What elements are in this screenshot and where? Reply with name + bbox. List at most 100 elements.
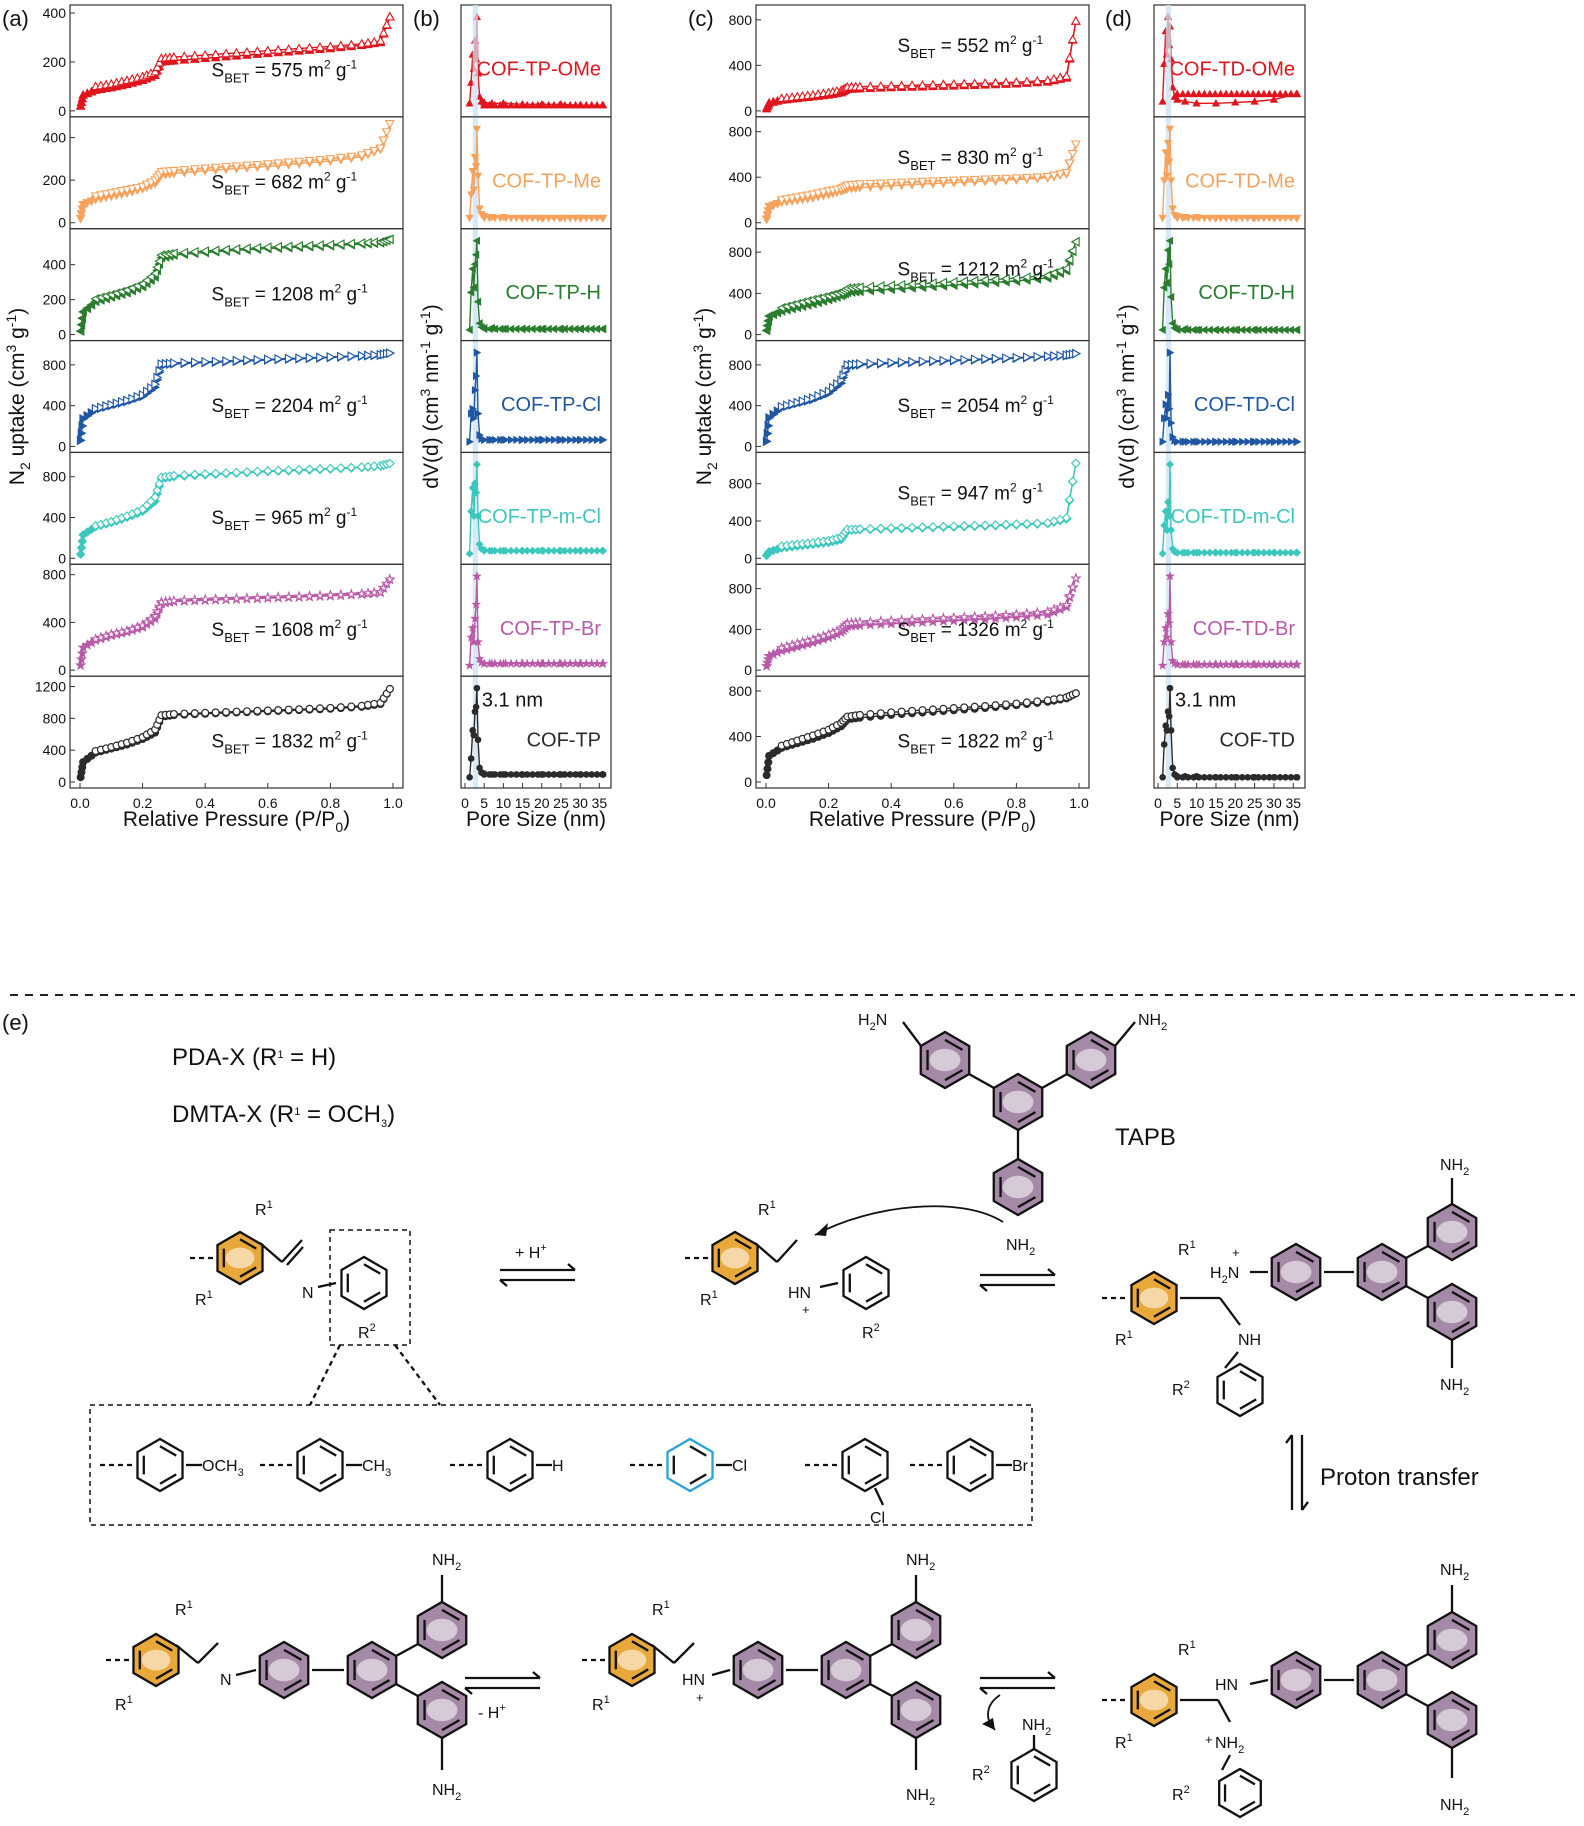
bond bbox=[651, 1644, 675, 1664]
desorption-point bbox=[262, 591, 274, 603]
ring-highlight bbox=[900, 1618, 932, 1642]
desorption-point bbox=[191, 357, 200, 368]
ring-highlight bbox=[830, 1658, 862, 1682]
text-span: BET bbox=[224, 742, 249, 757]
desorption-point bbox=[232, 707, 241, 716]
pore-distribution-point bbox=[464, 660, 475, 670]
desorption-point bbox=[222, 356, 232, 366]
pore-distribution-point bbox=[473, 348, 482, 357]
pore-distribution-point bbox=[496, 771, 504, 778]
adsorption-point bbox=[916, 616, 929, 628]
pore-distribution-point bbox=[1287, 437, 1296, 446]
tapb-label: TAPB bbox=[1115, 1124, 1176, 1151]
pore-distribution-point bbox=[599, 771, 606, 778]
pore-distribution-point bbox=[471, 385, 480, 395]
desorption-point bbox=[95, 191, 106, 201]
pore-distribution-point bbox=[1249, 548, 1258, 557]
pore-distribution-point bbox=[1160, 521, 1169, 530]
desorption-point bbox=[200, 164, 211, 174]
desorption-point bbox=[325, 239, 335, 250]
sbet-value: = 1212 bbox=[936, 260, 1000, 281]
text-span: -1 bbox=[357, 281, 368, 295]
y-tick-label: 1200 bbox=[35, 679, 66, 695]
pore-distribution-point bbox=[1271, 437, 1280, 446]
y-tick-label: 400 bbox=[43, 257, 67, 273]
x-tick-label: 1.0 bbox=[383, 795, 403, 811]
sbet-label: SBET = 552 m2 g-1 bbox=[898, 33, 1044, 61]
sbet-label: SBET = 947 m2 g-1 bbox=[898, 480, 1044, 508]
text-span: m bbox=[303, 172, 324, 193]
text-span: 2 bbox=[335, 729, 342, 743]
desorption-point bbox=[875, 80, 886, 90]
pore-distribution-point bbox=[560, 100, 569, 109]
arrow-head bbox=[815, 1223, 828, 1236]
desorption-point bbox=[116, 187, 127, 196]
y-tick-label: 800 bbox=[729, 683, 753, 699]
subplot-COF-TD-Br: COF-TD-Br bbox=[1153, 563, 1306, 677]
text-span: 2 bbox=[17, 462, 33, 470]
pore-distribution-point bbox=[593, 771, 601, 778]
text-span: g bbox=[1017, 483, 1033, 504]
pore-distribution-point bbox=[598, 546, 607, 555]
desorption-point bbox=[152, 485, 162, 496]
text-span: R bbox=[592, 1697, 604, 1714]
substituent-r1: R1 bbox=[1115, 1329, 1133, 1349]
pore-distribution-point bbox=[496, 100, 505, 109]
x-tick-label: 0.2 bbox=[819, 795, 839, 811]
adsorption-point bbox=[764, 758, 773, 767]
amine-label: NH2 bbox=[432, 1782, 461, 1803]
desorption-point bbox=[242, 707, 251, 716]
pore-distribution-point bbox=[468, 264, 476, 274]
pore-distribution-point bbox=[1178, 214, 1187, 223]
desorption-point bbox=[864, 615, 877, 627]
desorption-point bbox=[1061, 263, 1071, 274]
text-span: S bbox=[898, 732, 911, 753]
sample-label: COF-TP-Cl bbox=[501, 394, 601, 416]
text-span: 3 bbox=[690, 345, 706, 353]
pore-distribution-point bbox=[567, 435, 575, 444]
desorption-point bbox=[908, 706, 917, 715]
pore-distribution-point bbox=[561, 435, 570, 444]
y-tick-label: 400 bbox=[43, 614, 67, 630]
subplot-COF-TP-Cl: 0 400 800 SBET = 2204 m2 g-1 bbox=[43, 339, 404, 454]
desorption-point bbox=[990, 520, 1001, 530]
pore-distribution-point bbox=[1255, 437, 1263, 446]
desorption-point bbox=[231, 162, 242, 172]
text-span: DMTA-X (R bbox=[172, 1101, 294, 1128]
pore-distribution-point bbox=[1259, 89, 1269, 98]
amine-label: NH2 bbox=[906, 1787, 935, 1808]
desorption-point bbox=[273, 159, 284, 169]
pore-distribution-point bbox=[1184, 214, 1193, 223]
desorption-point bbox=[346, 462, 357, 473]
desorption-point bbox=[887, 357, 897, 368]
desorption-point bbox=[960, 703, 969, 712]
desorption-point bbox=[959, 176, 970, 186]
sbet-label: SBET = 682 m2 g-1 bbox=[212, 169, 358, 197]
text-span: -1 bbox=[347, 505, 358, 519]
sample-label: COF-TD-Cl bbox=[1194, 394, 1295, 416]
pore-distribution-point bbox=[545, 435, 553, 444]
desorption-point bbox=[253, 706, 262, 715]
double-bond bbox=[155, 1640, 173, 1652]
text-span: BET bbox=[224, 294, 249, 309]
text-span: 2 bbox=[1021, 617, 1028, 631]
double-bond bbox=[757, 1679, 777, 1692]
text-span: 1 bbox=[127, 1694, 133, 1706]
desorption-point bbox=[819, 388, 829, 399]
double-bond bbox=[734, 1238, 752, 1250]
text-span: BET bbox=[224, 406, 249, 421]
sample-label: COF-TD bbox=[1219, 730, 1295, 752]
amine-label: NH2 bbox=[1006, 1237, 1035, 1258]
double-bond bbox=[1295, 1250, 1315, 1263]
desorption-point bbox=[959, 276, 968, 287]
desorption-point bbox=[1023, 352, 1032, 363]
subplot-COF-TP-OMe: COF-TP-OMe bbox=[460, 4, 612, 118]
pore-distribution-point bbox=[472, 236, 481, 245]
desorption-point bbox=[294, 43, 305, 53]
desorption-point bbox=[262, 242, 272, 253]
adsorption-point bbox=[76, 435, 86, 446]
adsorption-point bbox=[885, 617, 897, 629]
pore-distribution-point bbox=[539, 214, 548, 223]
